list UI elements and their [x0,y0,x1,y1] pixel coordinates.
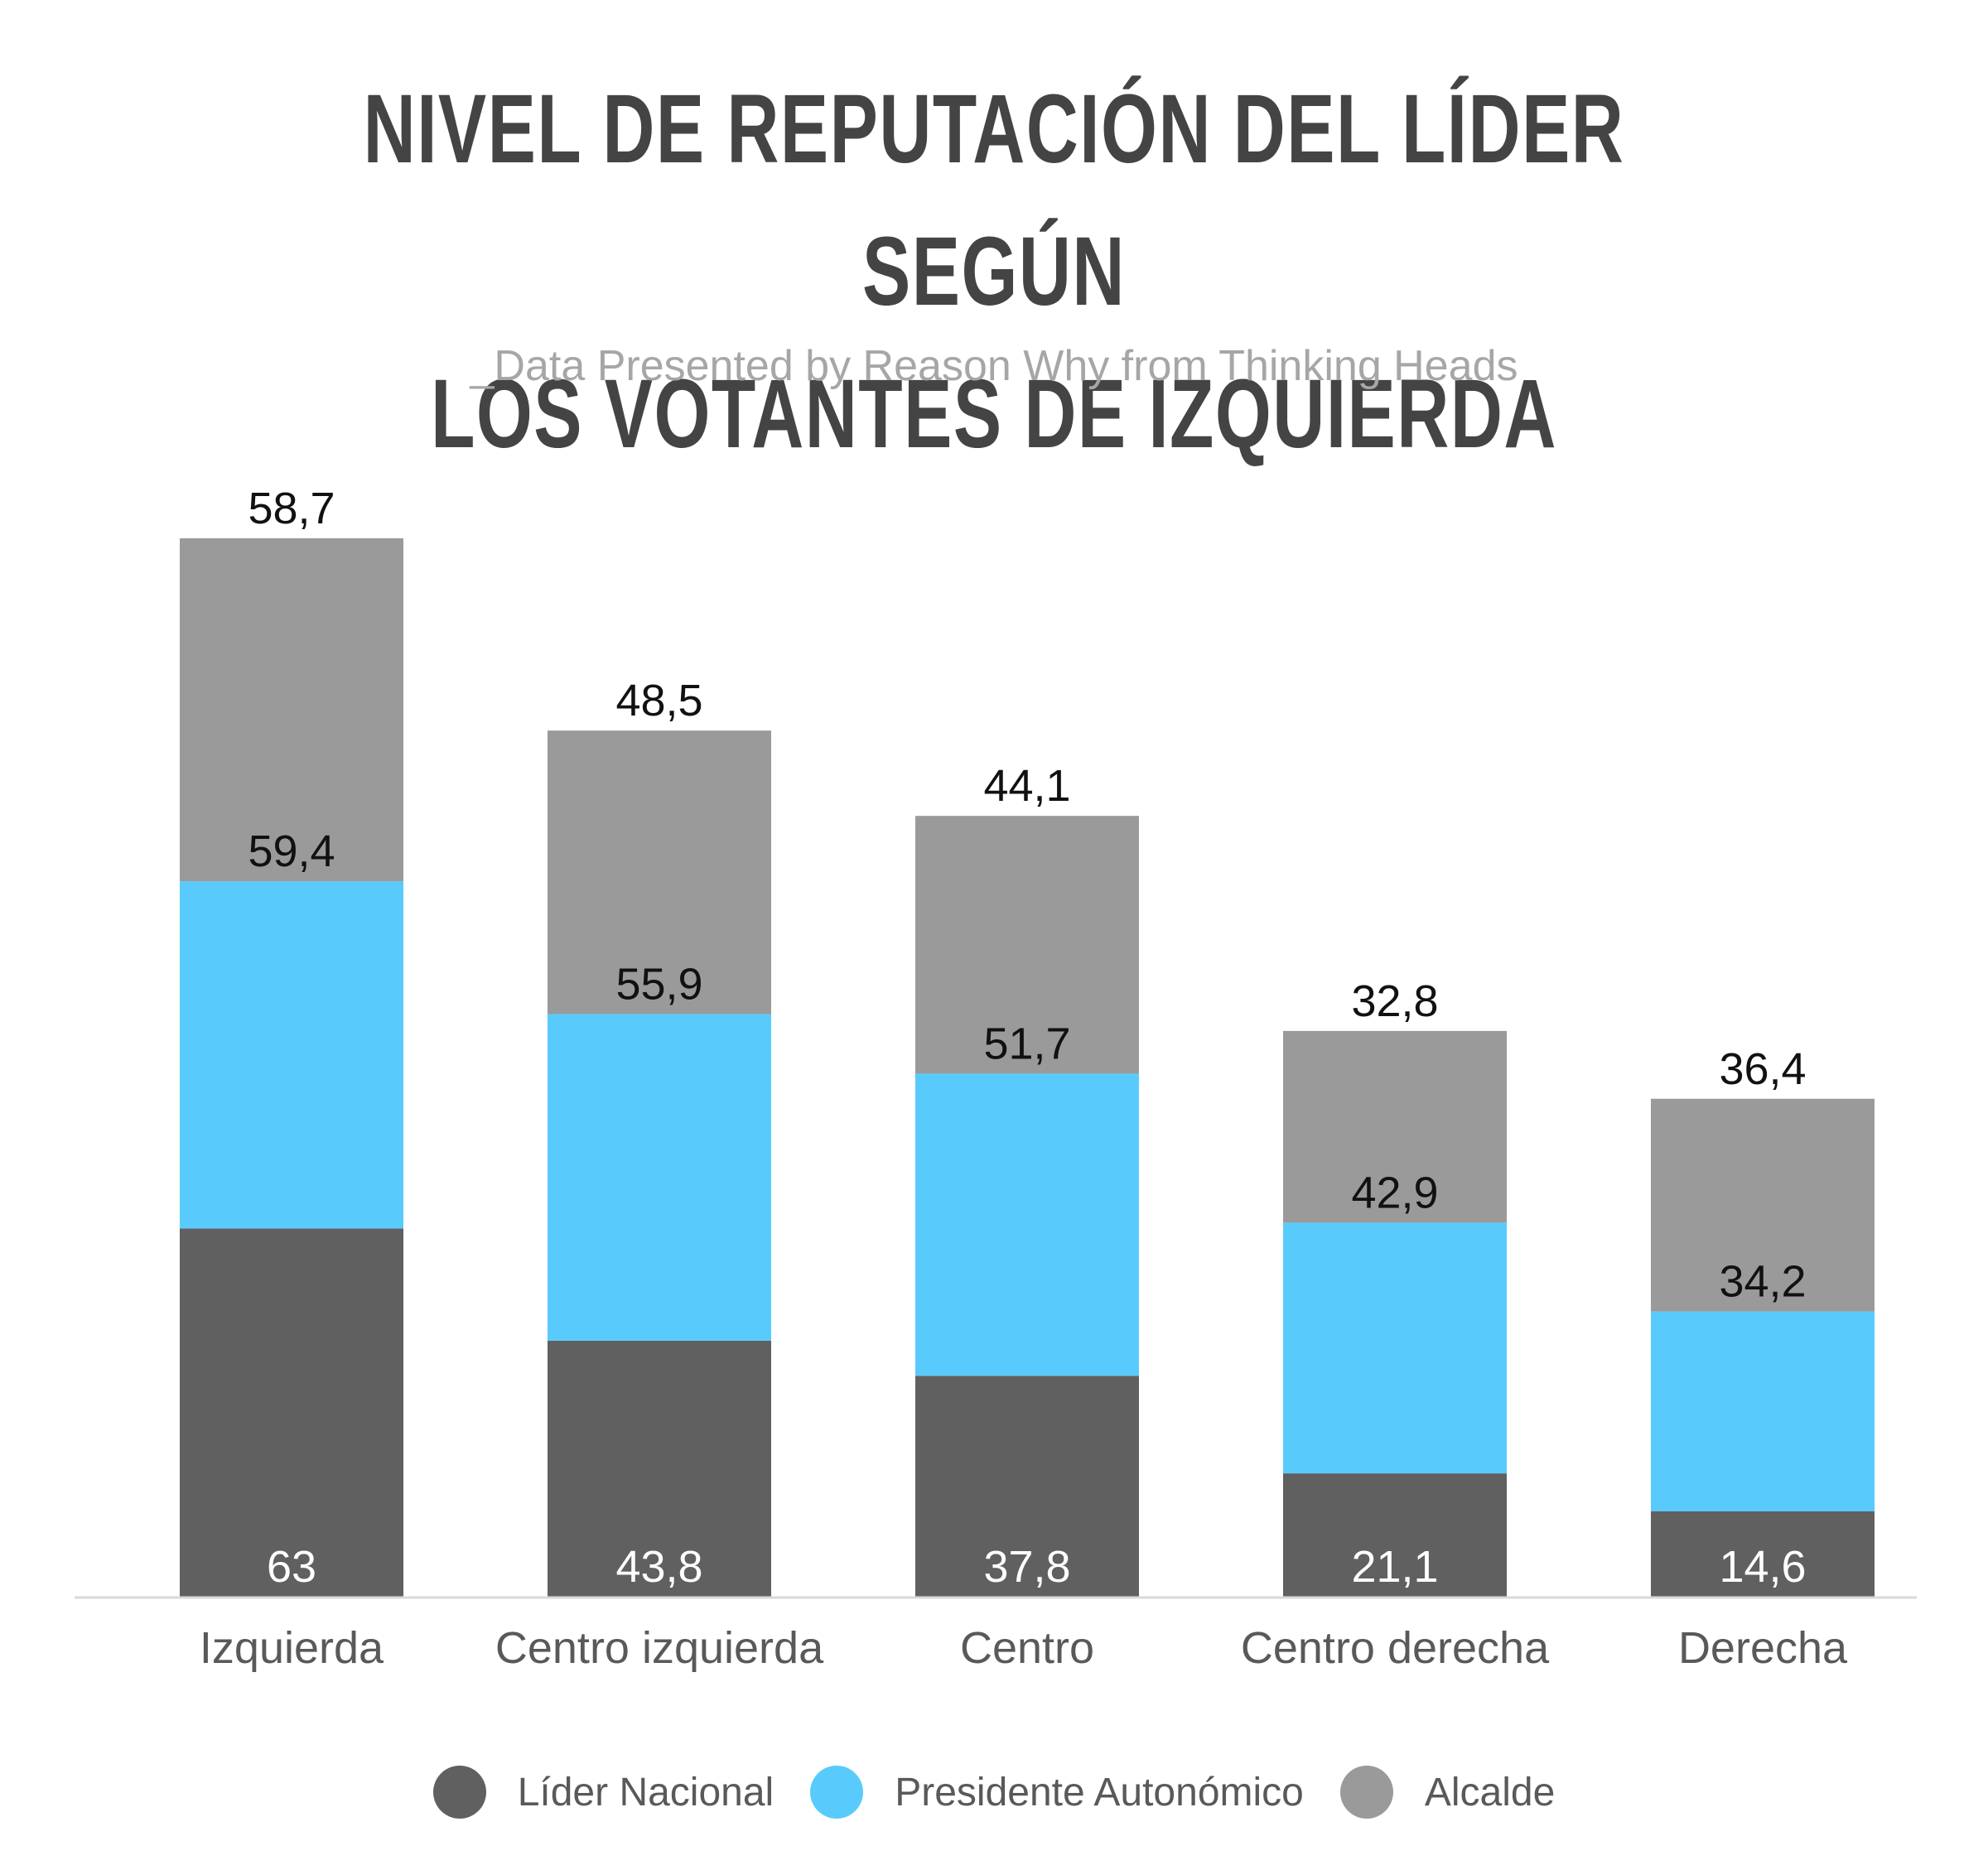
bar-2-1 [180,881,403,1229]
bar-3-4 [1283,1030,1507,1223]
legend-label-3: Alcalde [1424,1770,1556,1814]
legend-label-1: Líder Nacional [517,1770,774,1814]
chart-subtitle: _Data Presented by Reason Why from Think… [470,342,1518,390]
legend: Líder Nacional Presidente Autonómico Alcal… [0,1751,1988,1834]
data-label-1-1: 63 [267,1542,316,1592]
data-label-3-3: 44,1 [983,761,1070,811]
bar-1-5 [1651,1511,1875,1597]
bar-1-1 [180,1228,403,1597]
category-label-2: Centro izquierda [495,1623,824,1673]
category-label-1: Izquierda [200,1623,384,1673]
legend-item-2: Presidente Autonómico [810,1766,1304,1819]
bar-1-3 [915,1376,1139,1597]
legend-item-3: Alcalde [1339,1766,1556,1819]
bar-3-1 [180,538,403,882]
data-label-1-5: 14,6 [1719,1542,1806,1592]
category-label-3: Centro [960,1623,1094,1673]
data-label-2-2: 55,9 [615,959,702,1009]
data-label-3-4: 32,8 [1351,976,1438,1026]
data-label-2-5: 34,2 [1719,1257,1806,1307]
data-label-3-5: 36,4 [1719,1044,1806,1094]
data-label-1-3: 37,8 [983,1542,1070,1592]
legend-item-1: Líder Nacional [432,1766,774,1819]
chart-title: NIVEL DE REPUTACIÓN DEL LÍDER SEGÚN LOS … [258,58,1730,485]
data-label-2-3: 51,7 [983,1019,1070,1068]
category-label-5: Derecha [1678,1623,1848,1673]
data-label-1-4: 21,1 [1351,1542,1438,1592]
bar-3-2 [548,730,771,1014]
legend-swatch-2 [810,1766,864,1819]
data-label-1-2: 43,8 [615,1542,702,1592]
chart-title-line-2: LOS VOTANTES DE IZQUIERDA [431,359,1557,469]
bar-2-3 [915,1073,1139,1376]
chart-title-line-1: NIVEL DE REPUTACIÓN DEL LÍDER SEGÚN [363,75,1625,326]
bar-3-5 [1651,1098,1875,1312]
legend-swatch-1 [432,1766,486,1819]
legend-label-2: Presidente Autonómico [895,1770,1304,1814]
data-label-2-4: 42,9 [1351,1168,1438,1217]
data-label-3-1: 58,7 [248,484,335,533]
data-label-3-2: 48,5 [615,676,702,725]
bar-2-5 [1651,1311,1875,1511]
bar-1-4 [1283,1473,1507,1597]
legend-swatch-3 [1339,1766,1393,1819]
bar-3-3 [915,816,1139,1074]
category-label-4: Centro derecha [1241,1623,1550,1673]
bar-1-2 [548,1340,771,1597]
bar-2-2 [548,1014,771,1341]
data-label-2-1: 59,4 [248,826,335,876]
bar-2-4 [1283,1222,1507,1474]
